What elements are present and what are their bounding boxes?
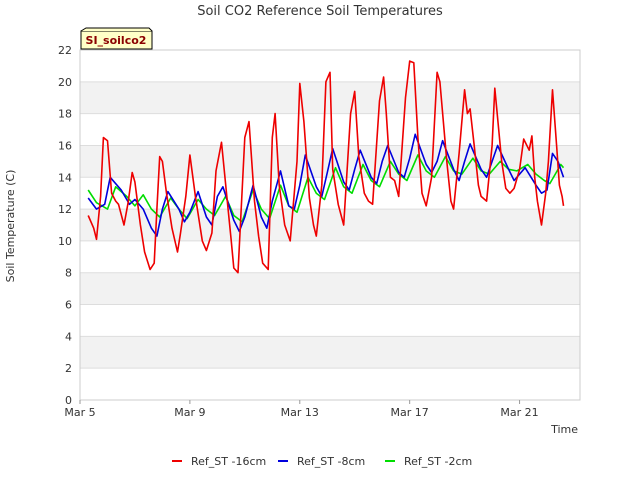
y-tick-label: 8 bbox=[65, 267, 72, 280]
x-tick-label: Mar 5 bbox=[64, 406, 95, 419]
y-tick-label: 10 bbox=[58, 235, 72, 248]
y-tick-label: 6 bbox=[65, 299, 72, 312]
legend-label: Ref_ST -2cm bbox=[404, 455, 472, 468]
grid-band bbox=[80, 240, 580, 273]
grid-band bbox=[80, 368, 580, 400]
legend-label: Ref_ST -8cm bbox=[297, 455, 365, 468]
grid-band bbox=[80, 209, 580, 241]
legend: Ref_ST -16cm Ref_ST -8cm Ref_ST -2cm bbox=[172, 455, 472, 468]
plot-background bbox=[80, 50, 580, 400]
y-tick-label: 14 bbox=[58, 171, 72, 184]
badge: SI_soilco2 bbox=[80, 27, 153, 50]
y-tick-label: 22 bbox=[58, 44, 72, 57]
legend-label: Ref_ST -16cm bbox=[191, 455, 266, 468]
series-lines bbox=[87, 60, 565, 274]
y-tick-label: 2 bbox=[65, 362, 72, 375]
y-tick-label: 12 bbox=[58, 203, 72, 216]
y-tick-label: 20 bbox=[58, 76, 72, 89]
y-tick-label: 0 bbox=[65, 394, 72, 407]
series-line-0 bbox=[87, 60, 565, 274]
x-tick-label: Mar 17 bbox=[391, 406, 429, 419]
y-axis-ticks: 0 2 4 6 8 10 12 14 16 18 20 22 bbox=[58, 44, 72, 407]
grid-band bbox=[80, 304, 580, 337]
y-tick-label: 4 bbox=[65, 330, 72, 343]
grid-lines bbox=[79, 49, 581, 401]
x-tick-label: Mar 21 bbox=[500, 406, 538, 419]
y-tick-label: 16 bbox=[58, 139, 72, 152]
chart-title: Soil CO2 Reference Soil Temperatures bbox=[197, 4, 443, 19]
x-tick-label: Mar 9 bbox=[174, 406, 205, 419]
badge-tab bbox=[80, 27, 153, 32]
series-line-2 bbox=[87, 154, 565, 223]
y-tick-label: 18 bbox=[58, 108, 72, 121]
grid-band bbox=[80, 113, 580, 146]
x-tick-label: Mar 13 bbox=[281, 406, 319, 419]
x-axis-label: Time bbox=[550, 423, 578, 436]
badge-label: SI_soilco2 bbox=[86, 34, 147, 47]
plot-border bbox=[79, 49, 581, 401]
grid-band bbox=[80, 336, 580, 369]
y-axis-label: Soil Temperature (C) bbox=[4, 170, 17, 283]
x-axis-ticks: Mar 5 Mar 9 Mar 13 Mar 17 Mar 21 bbox=[64, 400, 539, 419]
grid-band bbox=[80, 272, 580, 305]
